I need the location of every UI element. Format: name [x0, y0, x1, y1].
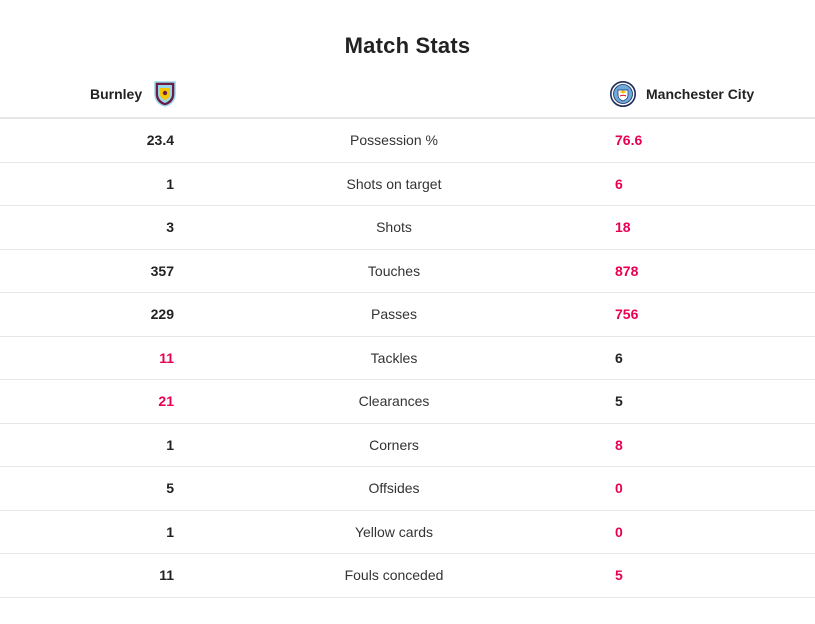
- home-stat-value: 357: [150, 262, 174, 279]
- stat-row: 3 Shots 18: [0, 206, 815, 250]
- away-stat-value: 0: [615, 523, 623, 540]
- stat-row: 1 Yellow cards 0: [0, 511, 815, 554]
- stat-row: 1 Shots on target 6: [0, 163, 815, 206]
- home-team-header[interactable]: Burnley: [90, 80, 176, 108]
- home-stat-value: 11: [159, 567, 174, 583]
- stat-row: 23.4 Possession % 76.6: [0, 119, 815, 163]
- away-stat-value: 6: [615, 349, 623, 366]
- stat-label: Clearances: [358, 393, 430, 409]
- away-stat-value: 76.6: [615, 132, 643, 148]
- away-stat-value: 878: [615, 262, 639, 279]
- man-city-crest-icon: [610, 81, 636, 107]
- away-stat-value: 5: [615, 393, 623, 409]
- stat-label: Passes: [371, 306, 417, 322]
- home-stat-value: 23.4: [146, 132, 174, 148]
- header-divider: [0, 117, 815, 119]
- home-team-name: Burnley: [90, 86, 143, 102]
- stat-label: Tackles: [370, 349, 418, 366]
- away-stat-value: 18: [615, 219, 631, 235]
- home-stat-value: 21: [158, 393, 174, 409]
- stat-label: Offsides: [368, 480, 420, 496]
- away-stat-value: 5: [615, 567, 623, 583]
- stat-label: Touches: [367, 262, 421, 279]
- home-stat-value: 11: [159, 349, 174, 366]
- stat-label: Shots on target: [346, 175, 442, 192]
- page-title: Match Stats: [344, 33, 471, 58]
- home-stat-value: 1: [166, 436, 174, 453]
- stat-row: 229 Passes 756: [0, 293, 815, 337]
- home-stat-value: 3: [166, 219, 174, 235]
- away-stat-value: 756: [615, 306, 639, 322]
- away-team-header[interactable]: Manchester City: [610, 80, 754, 108]
- stat-row: 5 Offsides 0: [0, 467, 815, 511]
- stat-label: Corners: [369, 436, 419, 453]
- home-stat-value: 1: [166, 523, 174, 540]
- stat-row: 357 Touches 878: [0, 250, 815, 293]
- stat-row: 21 Clearances 5: [0, 380, 815, 424]
- away-team-name: Manchester City: [646, 86, 755, 102]
- stat-label: Shots: [376, 219, 412, 235]
- away-stat-value: 6: [615, 175, 623, 192]
- away-stat-value: 0: [615, 480, 623, 496]
- stats-table: 23.4 Possession % 76.6 1 Shots on target…: [0, 119, 815, 598]
- away-stat-value: 8: [615, 436, 623, 453]
- stat-row: 11 Tackles 6: [0, 337, 815, 380]
- home-stat-value: 1: [166, 175, 174, 192]
- stat-row: 1 Corners 8: [0, 424, 815, 467]
- stat-row: 11 Fouls conceded 5: [0, 554, 815, 598]
- home-stat-value: 5: [166, 480, 174, 496]
- stat-label: Possession %: [350, 132, 438, 148]
- burnley-crest-icon: [154, 81, 176, 107]
- home-stat-value: 229: [150, 306, 174, 322]
- stat-label: Yellow cards: [354, 523, 434, 540]
- stat-label: Fouls conceded: [344, 567, 444, 583]
